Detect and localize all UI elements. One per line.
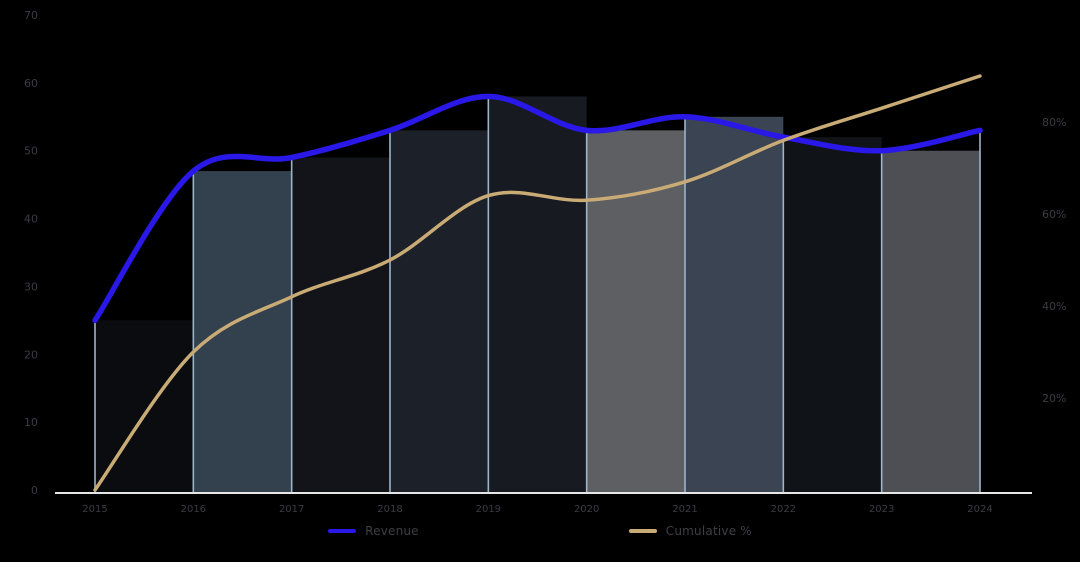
svg-text:80%: 80% xyxy=(1042,116,1066,129)
svg-text:2017: 2017 xyxy=(279,504,304,515)
legend-label-cumulative: Cumulative % xyxy=(665,524,752,538)
y-axis-right-labels: 20% 40% 60% 80% xyxy=(1042,116,1066,405)
revenue-line-swatch xyxy=(328,529,357,533)
cumulative-line xyxy=(93,74,982,492)
drop-lines xyxy=(94,96,981,493)
svg-text:40%: 40% xyxy=(1042,300,1066,313)
cumulative-line-swatch xyxy=(628,529,657,533)
svg-text:50: 50 xyxy=(24,145,38,158)
legend-item-cumulative[interactable]: Cumulative % xyxy=(628,524,752,538)
svg-text:20: 20 xyxy=(24,348,38,361)
svg-text:2018: 2018 xyxy=(377,504,402,515)
y-axis-left-labels: 0 10 20 30 40 50 60 70 xyxy=(24,9,38,497)
svg-text:60: 60 xyxy=(24,77,38,90)
svg-text:2015: 2015 xyxy=(82,504,107,515)
svg-text:40: 40 xyxy=(24,213,38,226)
svg-text:2024: 2024 xyxy=(967,504,992,515)
x-axis-labels: 2015 2016 2017 2018 2019 2020 2021 2022 2023 2024 xyxy=(82,504,992,515)
svg-text:2019: 2019 xyxy=(476,504,501,515)
svg-text:2020: 2020 xyxy=(574,504,599,515)
legend-item-revenue[interactable]: Revenue xyxy=(328,524,419,538)
svg-text:60%: 60% xyxy=(1042,208,1066,221)
legend-label-revenue: Revenue xyxy=(365,524,419,538)
svg-text:10: 10 xyxy=(24,416,38,429)
svg-text:2022: 2022 xyxy=(771,504,796,515)
svg-text:2016: 2016 xyxy=(181,504,206,515)
svg-text:2023: 2023 xyxy=(869,504,894,515)
svg-text:70: 70 xyxy=(24,9,38,22)
svg-text:30: 30 xyxy=(24,280,38,293)
bars xyxy=(95,96,980,494)
svg-text:2021: 2021 xyxy=(672,504,697,515)
revenue-line xyxy=(92,93,983,324)
svg-text:20%: 20% xyxy=(1042,392,1066,405)
svg-text:0: 0 xyxy=(31,484,38,497)
chart-legend: Revenue Cumulative % xyxy=(0,524,1080,538)
